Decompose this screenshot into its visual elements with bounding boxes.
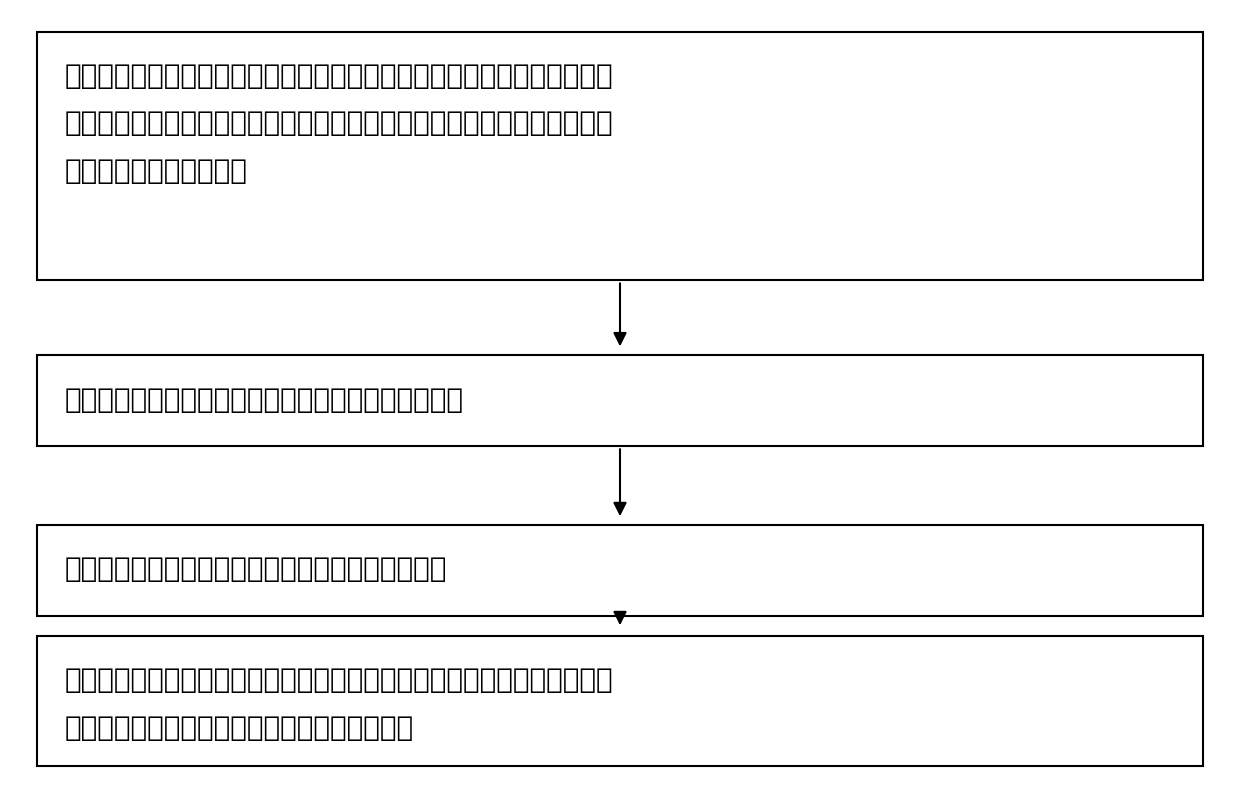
FancyBboxPatch shape	[37, 356, 1203, 446]
FancyBboxPatch shape	[37, 32, 1203, 280]
Text: 控制工业相机对指示灯进行拍照，获取测试状态图像；: 控制工业相机对指示灯进行拍照，获取测试状态图像；	[64, 386, 464, 413]
Text: 对所述测试状态图像进行分析，得到指示灯的状态；: 对所述测试状态图像进行分析，得到指示灯的状态；	[64, 555, 446, 583]
Text: 定义测试参量，单片机控制继电器通断，在继电器接通时，被测电子锁电路
板的数字按键进入测试模式，此时对应连接于数字按键的指示灯处于表明数
字按键测试结果的状态；: 定义测试参量，单片机控制继电器通断，在继电器接通时，被测电子锁电路 板的数字按键…	[64, 62, 613, 185]
FancyBboxPatch shape	[37, 525, 1203, 616]
FancyBboxPatch shape	[37, 636, 1203, 766]
Text: 将指示灯的状态与预设的结果状态进行比较判定，得到最终的测试结果，可
将最终的测试结果保存至本地或上传至服务器。: 将指示灯的状态与预设的结果状态进行比较判定，得到最终的测试结果，可 将最终的测试…	[64, 666, 613, 742]
